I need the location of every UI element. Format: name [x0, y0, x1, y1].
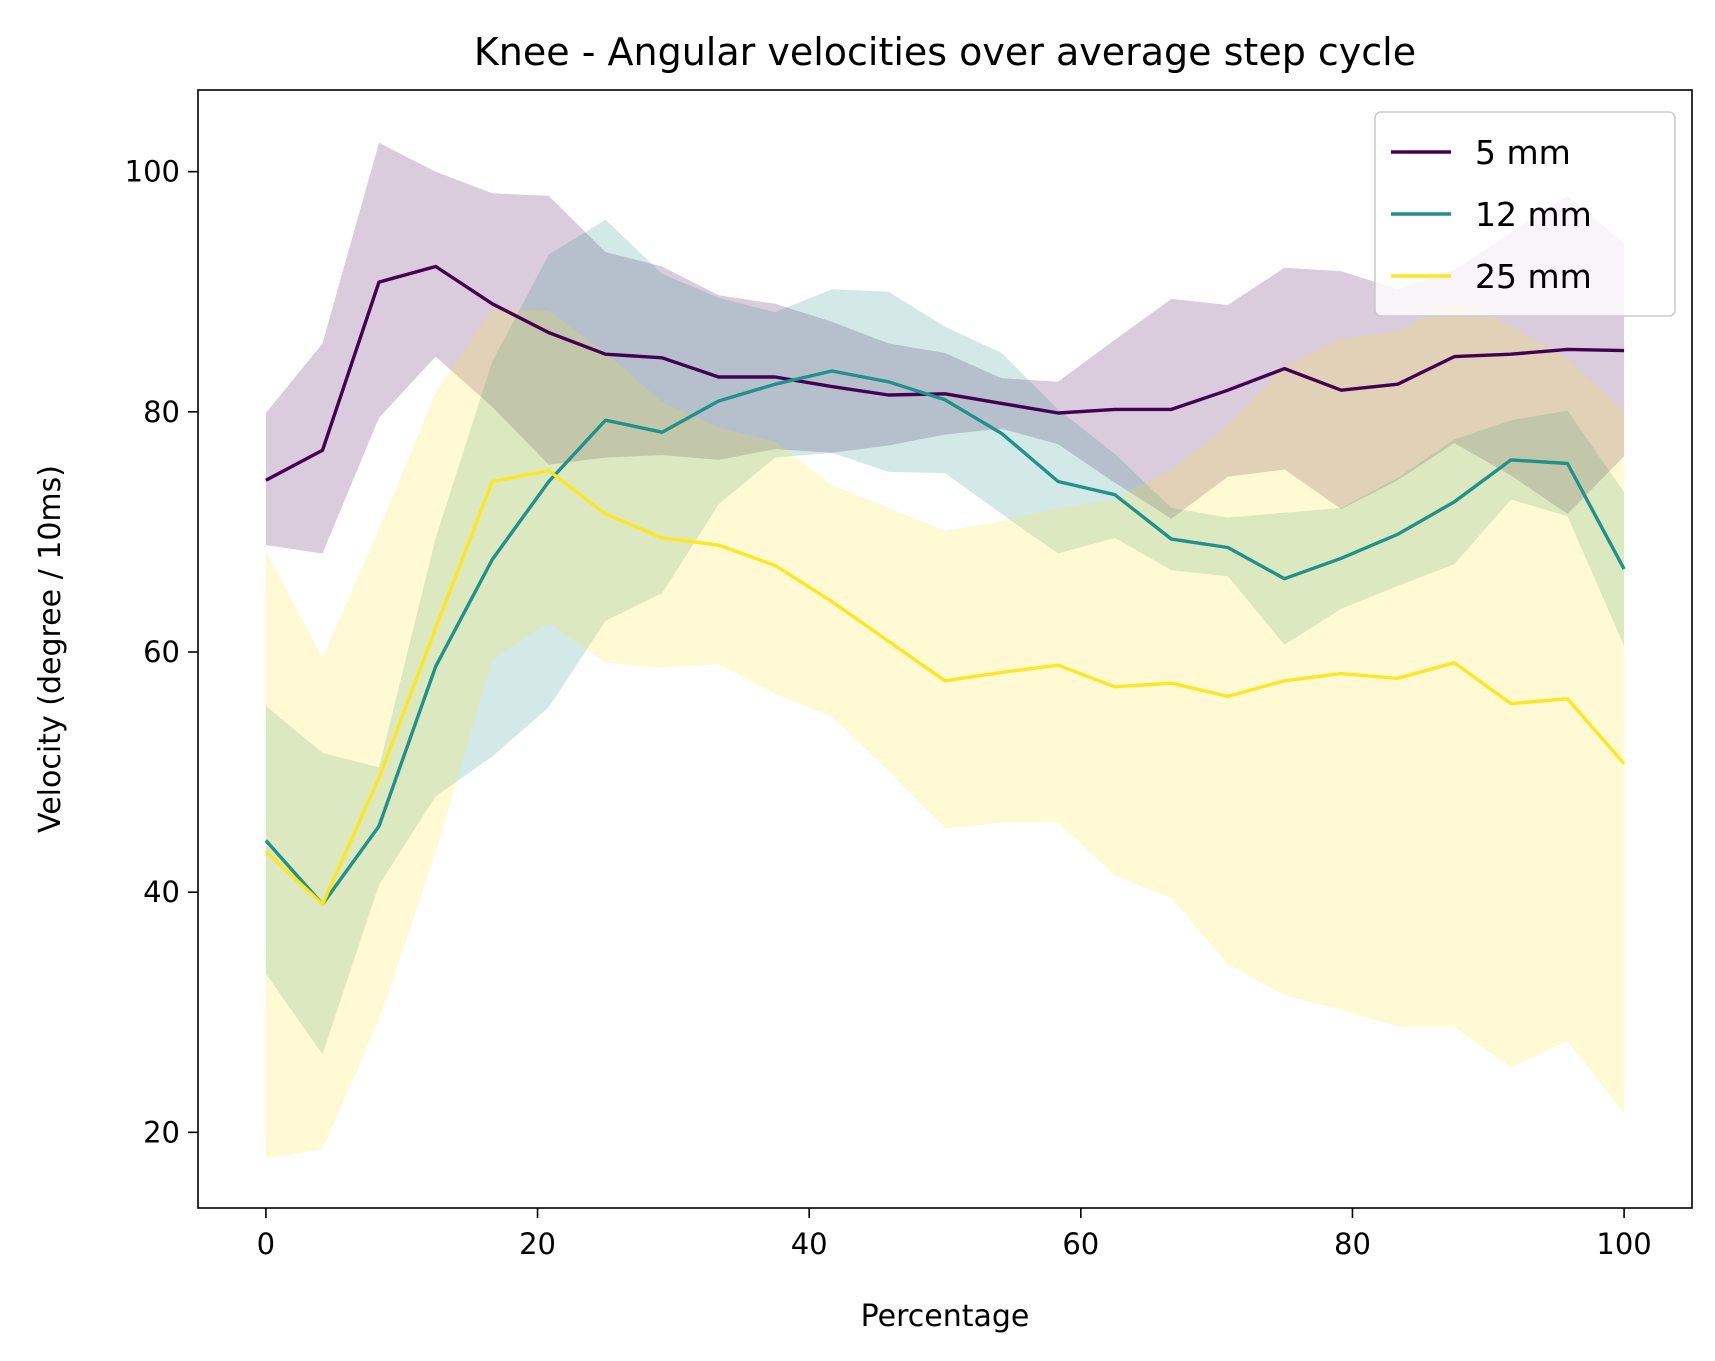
x-tick-label: 60: [1062, 1227, 1099, 1261]
plot-frame: [197, 89, 1693, 1209]
y-tick-label: 80: [143, 395, 180, 429]
confidence-bands: [265, 142, 1625, 1159]
legend-label-1: 5 mm: [1475, 133, 1571, 172]
x-axis-label: Percentage: [861, 1299, 1030, 1334]
x-tick-label: 0: [257, 1227, 275, 1261]
legend-label-2: 12 mm: [1475, 195, 1592, 234]
y-tick-label: 100: [125, 155, 180, 189]
chart-title: Knee - Angular velocities over average s…: [474, 30, 1416, 74]
y-axis-label: Velocity (degree / 10ms): [33, 465, 68, 833]
series-lines: [264, 264, 1626, 906]
x-tick-label: 100: [1596, 1227, 1651, 1261]
y-tick-label: 20: [143, 1115, 180, 1149]
band-series-3: [265, 301, 1625, 1159]
legend-label-3: 25 mm: [1475, 257, 1592, 296]
legend-box: [1374, 111, 1676, 317]
line-series-1: [265, 264, 1625, 482]
y-tick-label: 40: [143, 875, 180, 909]
band-series-2: [265, 219, 1625, 1055]
x-axis: 0 20 40 60 80 100: [257, 1208, 1652, 1261]
band-series-1: [265, 142, 1625, 554]
line-series-3: [264, 469, 1626, 906]
x-tick-label: 80: [1334, 1227, 1371, 1261]
legend: 5 mm 12 mm 25 mm: [1374, 111, 1676, 317]
line-series-2: [264, 369, 1626, 906]
y-axis: 20 40 60 80 100: [125, 155, 198, 1149]
y-tick-label: 60: [143, 635, 180, 669]
x-tick-label: 40: [791, 1227, 828, 1261]
x-tick-label: 20: [519, 1227, 556, 1261]
